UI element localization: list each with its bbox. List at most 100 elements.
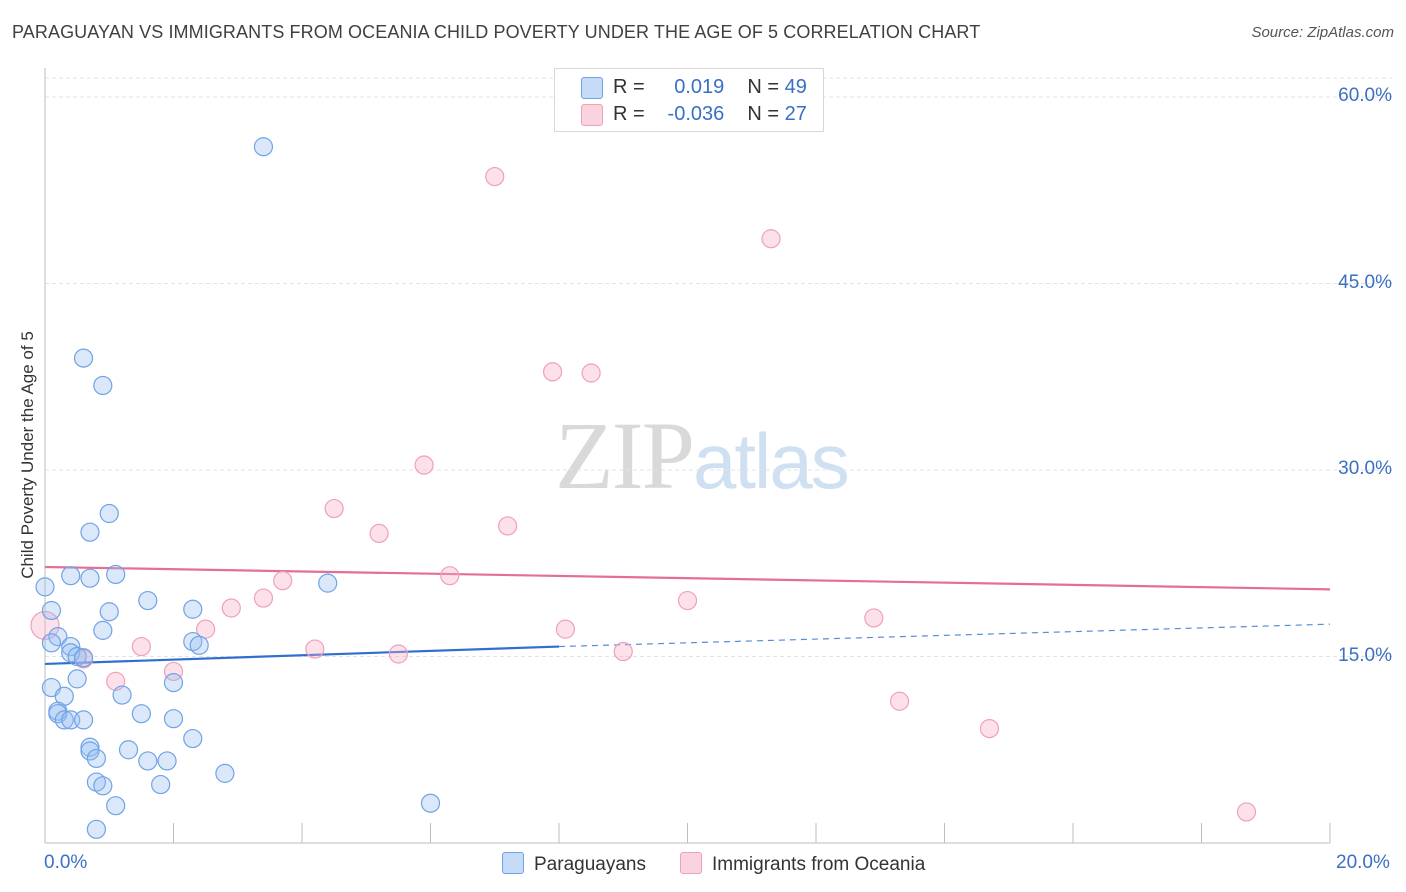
- y-tick-label: 30.0%: [1338, 458, 1392, 479]
- paraguayans-point: [131, 704, 151, 724]
- y-tick-label: 45.0%: [1338, 271, 1392, 293]
- trend-line-paraguayans: [44, 645, 560, 666]
- paraguayans-point: [67, 669, 87, 689]
- oceania-point: [677, 590, 698, 611]
- paraguayans-point: [54, 710, 74, 730]
- oceania-point: [196, 619, 216, 639]
- x-tick-label-max: 20.0%: [1336, 852, 1390, 873]
- paraguayans-point: [93, 375, 113, 396]
- legend-n-value: 27: [784, 103, 807, 125]
- paraguayans-point: [35, 577, 55, 597]
- paraguayans-point: [189, 635, 209, 655]
- paraguayans-point: [93, 776, 113, 796]
- paraguayans-point: [80, 568, 100, 588]
- paraguayans-point: [41, 633, 62, 653]
- legend-n-label: N =: [747, 103, 780, 125]
- paraguayans-point: [138, 751, 158, 771]
- paraguayans-point: [420, 793, 441, 813]
- paraguayans-point: [183, 728, 203, 749]
- paraguayans-point: [157, 751, 177, 771]
- bottom-legend-paraguayans: Paraguayans: [502, 852, 646, 876]
- paraguayans-point: [112, 685, 132, 705]
- oceania-point: [369, 523, 389, 544]
- paraguayans-point: [253, 137, 274, 157]
- paraguayans-point: [163, 709, 184, 729]
- oceania-point: [864, 608, 884, 628]
- oceania-point: [498, 516, 518, 536]
- oceania-point: [889, 691, 910, 711]
- oceania-point: [388, 644, 408, 664]
- paraguayans-point: [318, 573, 338, 593]
- paraguayans-point: [138, 590, 158, 611]
- oceania-point: [30, 610, 60, 641]
- oceania-point: [613, 641, 633, 662]
- paraguayans-point: [73, 648, 94, 668]
- watermark: ZIPatlas: [555, 400, 850, 511]
- oceania-point: [324, 498, 344, 519]
- bottom-legend-oceania: Immigrants from Oceania: [680, 852, 925, 876]
- paraguayans-point: [151, 774, 171, 795]
- legend-swatch-paraguayans: [581, 77, 603, 99]
- trend-line-oceania: [44, 565, 1331, 591]
- paraguayans-point: [80, 741, 100, 761]
- legend-n-label: N =: [747, 76, 780, 98]
- paraguayans-point: [86, 748, 107, 769]
- legend-r-value: -0.036: [667, 103, 725, 125]
- paraguayans-point: [106, 796, 126, 816]
- y-axis-label: Child Poverty Under the Age of 5: [18, 331, 37, 579]
- paraguayans-point: [99, 602, 119, 622]
- oceania-point: [163, 661, 184, 682]
- bottom-legend-label-oceania: Immigrants from Oceania: [712, 854, 926, 875]
- paraguayans-points: [35, 137, 441, 839]
- paraguayans-point: [61, 566, 81, 586]
- oceania-point: [1236, 802, 1257, 822]
- paraguayans-point: [163, 673, 184, 693]
- paraguayans-point: [93, 620, 113, 640]
- correlation-legend: R = 0.019 N = 49 R = -0.036 N = 27: [554, 68, 824, 132]
- legend-n-value: 49: [784, 76, 807, 98]
- oceania-point: [440, 566, 460, 586]
- paraguayans-point: [67, 646, 87, 667]
- paraguayans-point: [73, 710, 94, 730]
- oceania-point: [305, 639, 325, 659]
- legend-r-label: R =: [613, 103, 645, 125]
- y-tick-label: 15.0%: [1338, 644, 1392, 666]
- bottom-legend-swatch-paraguayans: [502, 852, 524, 874]
- paraguayans-point: [86, 819, 107, 839]
- legend-r-label: R =: [613, 76, 645, 98]
- paraguayans-point: [118, 740, 139, 760]
- x-tick-label-min: 0.0%: [44, 852, 88, 873]
- paraguayans-point: [73, 348, 94, 368]
- paraguayans-point: [80, 522, 100, 542]
- legend-r-value: 0.019: [674, 76, 725, 98]
- legend-swatch-oceania: [581, 104, 603, 126]
- paraguayans-point: [61, 636, 81, 657]
- paraguayans-point: [215, 763, 235, 783]
- oceania-point: [414, 455, 434, 475]
- bottom-legend-label-paraguayans: Paraguayans: [534, 854, 646, 875]
- paraguayans-point: [41, 600, 62, 621]
- oceania-point: [555, 619, 576, 639]
- oceania-points: [30, 166, 1257, 822]
- oceania-point: [253, 588, 274, 608]
- oceania-point: [131, 636, 151, 657]
- trend-line-paraguayans-extension: [558, 623, 1331, 648]
- trend-lines: [44, 565, 1331, 666]
- oceania-point: [979, 719, 1000, 739]
- oceania-point: [273, 571, 293, 591]
- oceania-point: [761, 229, 781, 249]
- chart-source: Source: ZipAtlas.com: [1251, 24, 1394, 41]
- chart-title: PARAGUAYAN VS IMMIGRANTS FROM OCEANIA CH…: [12, 22, 981, 42]
- watermark-atlas: atlas: [693, 417, 850, 505]
- oceania-point: [221, 598, 241, 618]
- oceania-point: [581, 363, 601, 383]
- bottom-legend-swatch-oceania: [680, 852, 702, 874]
- paraguayans-point: [106, 564, 126, 585]
- paraguayans-point: [183, 599, 203, 619]
- paraguayans-point: [99, 503, 119, 524]
- y-tick-label: 60.0%: [1338, 85, 1392, 106]
- oceania-point: [485, 166, 505, 187]
- watermark-zip: ZIP: [555, 402, 695, 509]
- oceania-point: [542, 362, 563, 382]
